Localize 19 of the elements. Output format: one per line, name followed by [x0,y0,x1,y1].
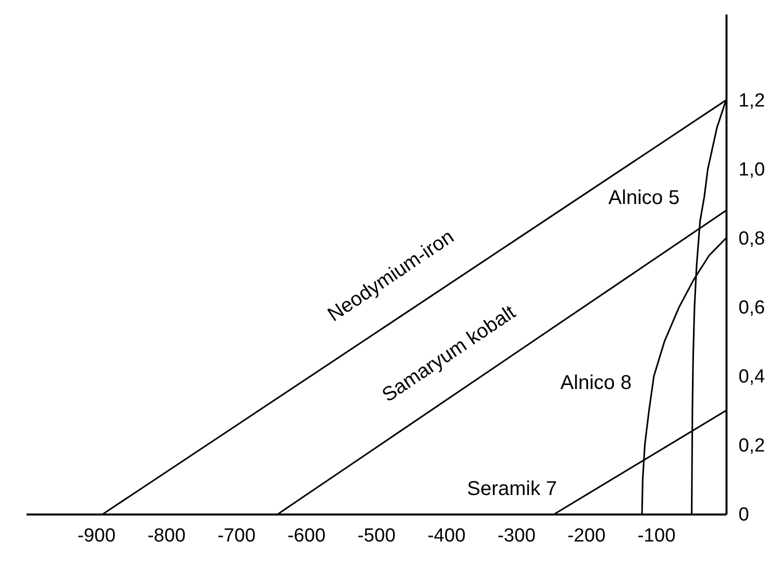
y-tick-label: 0,8 [738,228,765,250]
y-tick-label: 0,6 [738,298,765,319]
x-tick-label: -600 [287,526,326,546]
x-tick-label: -500 [357,526,396,546]
x-tick-label: -200 [567,526,606,546]
y-tick-label: 0 [738,504,750,526]
x-tick-label: -800 [147,526,186,546]
y-tick-label: 1,2 [738,90,765,112]
y-tick-label: 1,0 [738,160,765,181]
x-tick-label: -400 [427,526,466,546]
annotation: Alnico 5 [608,187,680,209]
annotation: Seramik 7 [466,478,558,500]
x-tick-label: -100 [637,526,676,546]
x-tick-label: -700 [217,526,256,546]
y-tick-label: 0,4 [738,366,766,388]
annotation: Alnico 8 [560,372,632,394]
x-tick-label: -300 [497,526,536,546]
y-tick-label: 0,2 [738,436,765,457]
x-tick-label: -900 [77,526,116,546]
